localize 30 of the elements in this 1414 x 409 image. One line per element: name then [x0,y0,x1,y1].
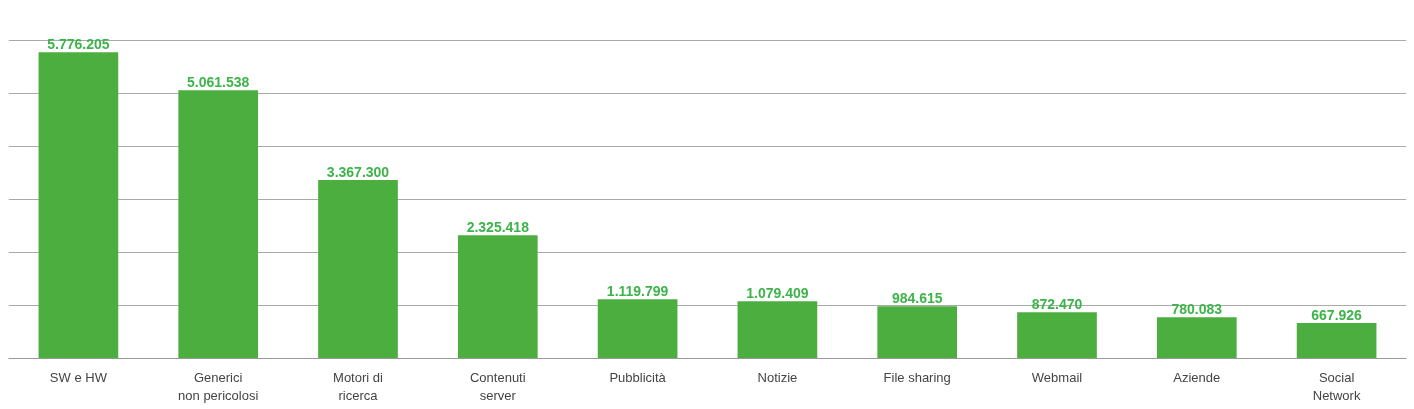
bar [1296,323,1377,359]
data-label: 2.325.418 [466,219,530,236]
x-tick-label: Webmail [1031,369,1083,385]
data-label: 780.083 [1171,301,1223,318]
x-tick-label: Generici non pericolosi [178,369,259,403]
data-label: 667.926 [1311,307,1363,324]
bar [38,52,119,359]
bar [597,299,678,359]
bar [737,301,818,359]
data-label: 1.119.799 [606,283,669,300]
bar [1156,317,1237,359]
data-label: 984.615 [891,290,943,307]
data-label: 872.470 [1031,296,1083,313]
x-tick-label: Social Network [1312,369,1361,403]
x-tick-label: SW e HW [49,369,108,385]
x-tick-label: Contenuti server [469,369,526,403]
data-label: 3.367.300 [326,164,390,180]
data-label: 1.079.409 [746,285,809,302]
data-label: 5.776.205 [47,36,110,53]
x-tick-label: Pubblicità [609,369,667,385]
x-tick-label: File sharing [883,369,951,385]
x-tick-label: Motori di ricerca [333,369,384,403]
x-tick-label: Aziende [1173,369,1221,385]
x-tick-label: Notizie [757,369,798,385]
bar [178,90,259,359]
data-label: 5.061.538 [187,74,250,91]
bar [1017,312,1097,359]
bar [457,235,538,359]
bar [877,306,958,359]
bar [318,180,398,359]
